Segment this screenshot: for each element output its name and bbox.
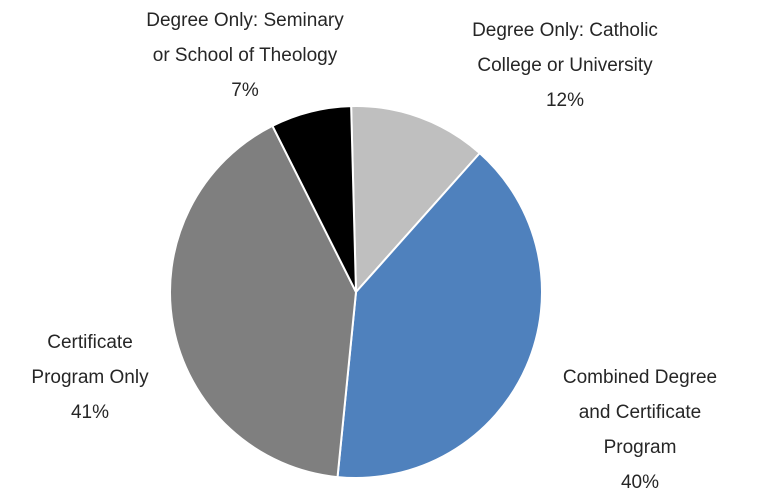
category-label: Combined Degree and Certificate Program bbox=[562, 367, 718, 458]
pie-slice bbox=[350, 105, 482, 295]
category-label: Degree Only: Seminary or School of Theol… bbox=[146, 10, 344, 66]
category-label: Certificate Program Only bbox=[31, 332, 149, 388]
value-label: 41% bbox=[70, 402, 110, 423]
slice-label: Degree Only: Catholic College or Univers… bbox=[472, 13, 658, 118]
slice-label: Certificate Program Only 41% bbox=[31, 325, 148, 430]
category-label: Degree Only: Catholic College or Univers… bbox=[472, 20, 658, 76]
pie-slice bbox=[271, 105, 357, 293]
value-label: 12% bbox=[545, 90, 585, 111]
slice-label: Combined Degree and Certificate Program 4… bbox=[563, 360, 717, 500]
value-label: 40% bbox=[620, 472, 660, 493]
chart: Degree Only: Catholic College or Univers… bbox=[31, 3, 717, 493]
pie-slice bbox=[336, 151, 543, 479]
pie-slice bbox=[169, 124, 358, 479]
pie-area bbox=[169, 105, 543, 479]
slice-label: Degree Only: Seminary or School of Theol… bbox=[146, 3, 343, 108]
value-label: 7% bbox=[231, 80, 259, 101]
